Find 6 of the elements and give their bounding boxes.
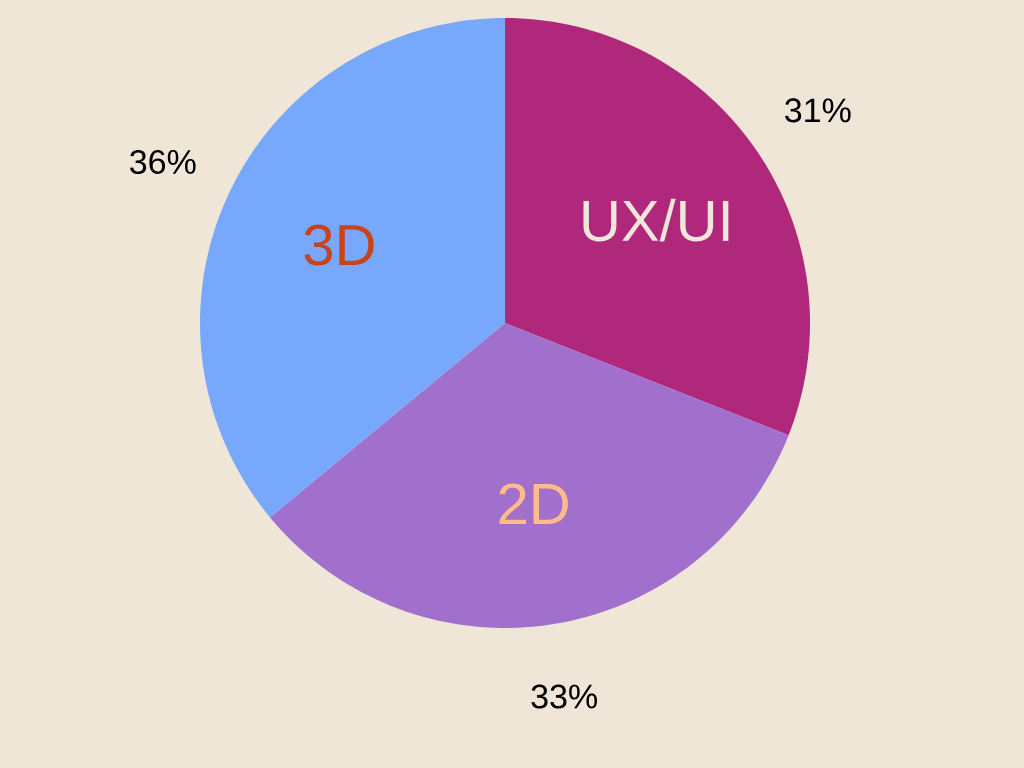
slice-label: UX/UI <box>583 198 729 242</box>
slice-label: 3D <box>304 224 374 266</box>
data-label: 33% <box>531 684 597 709</box>
data-label: 31% <box>785 98 851 123</box>
data-label: 36% <box>130 149 196 174</box>
slice-label: 2D <box>499 483 568 524</box>
